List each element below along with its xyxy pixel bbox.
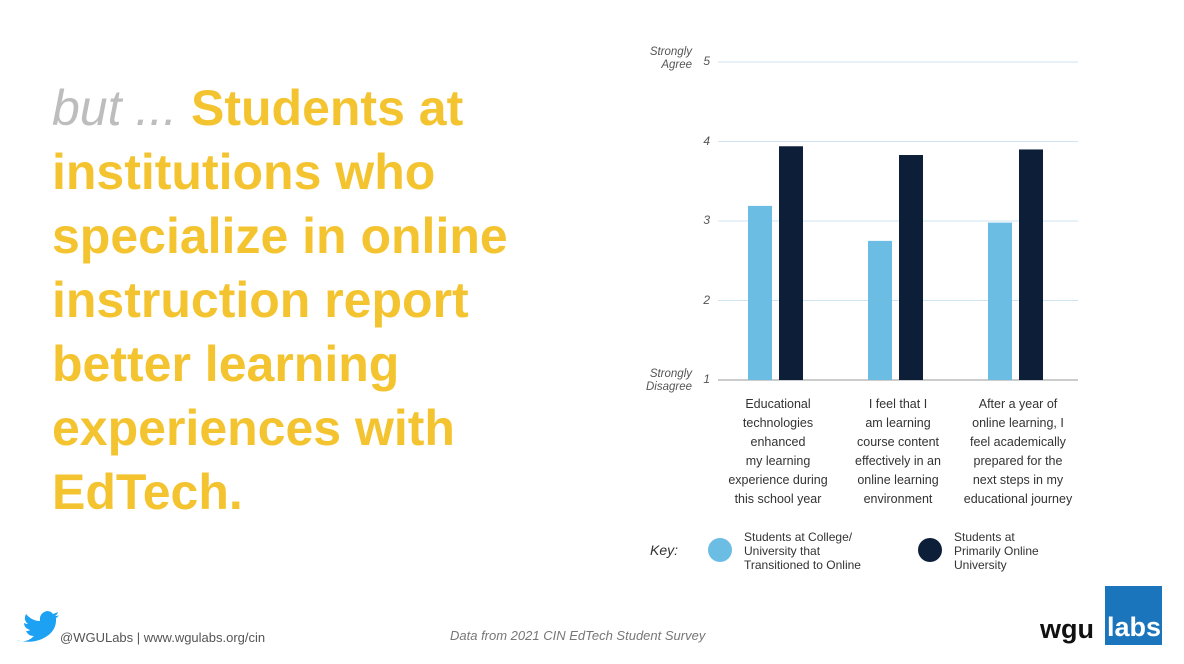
x-tick-label: I feel that I am learning course content… xyxy=(855,397,941,506)
axis-annotation: Strongly Agree xyxy=(649,46,692,71)
headline-rest: institutions who specialize in online inst… xyxy=(52,140,508,524)
headline-text: Students at xyxy=(190,80,464,136)
legend-title: Key: xyxy=(650,542,679,558)
headline-line: EdTech. xyxy=(52,464,243,520)
y-tick-label: 2 xyxy=(703,292,710,307)
twitter-icon xyxy=(16,611,59,642)
x-tick-label: Educational technologies enhanced my lea… xyxy=(728,397,828,506)
bar xyxy=(988,222,1012,380)
footer-source: Data from 2021 CIN EdTech Student Survey xyxy=(450,628,706,643)
logo-box xyxy=(1105,586,1162,645)
bar xyxy=(779,146,803,380)
headline-line: specialize in online xyxy=(52,208,508,264)
headline-line: instruction report xyxy=(52,272,469,328)
headline-line: experiences with xyxy=(52,400,455,456)
y-tick-label: 1 xyxy=(703,372,710,386)
x-tick-label: After a year of online learning, I feel … xyxy=(963,397,1073,506)
bar xyxy=(868,240,892,380)
legend-swatch xyxy=(918,538,942,562)
headline-line: but ... Students at xyxy=(52,76,463,140)
footer-handle: @WGULabs | www.wgulabs.org/cin xyxy=(60,630,266,645)
y-tick-label: 3 xyxy=(703,213,710,227)
y-tick-label: 5 xyxy=(703,54,710,68)
headline-prefix: but ... xyxy=(52,80,178,136)
headline-line: institutions who xyxy=(52,144,436,200)
axis-annotation: Strongly Disagree xyxy=(645,368,692,393)
legend-label: Students at Primarily Online University xyxy=(954,530,1039,572)
logo-wgu: wgu xyxy=(1040,614,1094,644)
legend-swatch xyxy=(708,538,732,562)
bar xyxy=(748,205,772,380)
logo-labs: labs xyxy=(1107,612,1162,642)
headline: but ... Students at xyxy=(52,76,463,140)
bar xyxy=(1019,149,1043,380)
y-tick-label: 4 xyxy=(703,133,710,148)
legend-label: Students at College/ University that Tra… xyxy=(744,530,861,572)
bar xyxy=(899,155,923,380)
headline-line: better learning xyxy=(52,336,400,392)
